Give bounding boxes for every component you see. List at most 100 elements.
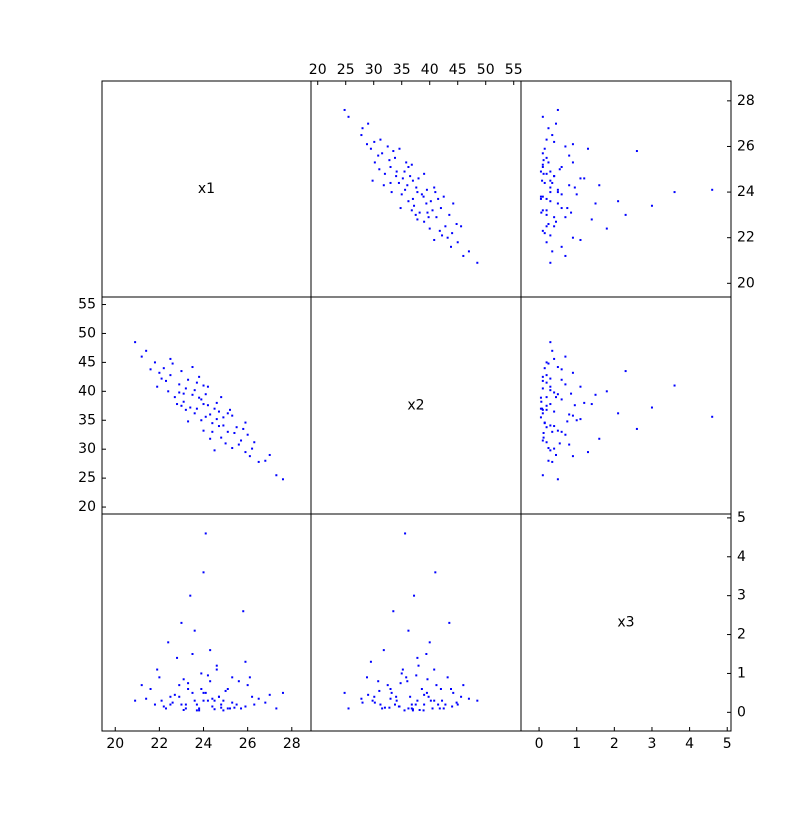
point bbox=[213, 449, 216, 452]
point bbox=[229, 408, 232, 411]
point bbox=[545, 361, 548, 364]
point bbox=[417, 177, 420, 180]
point bbox=[476, 699, 479, 702]
point bbox=[377, 154, 380, 157]
point bbox=[193, 629, 196, 632]
point bbox=[556, 191, 559, 194]
point bbox=[542, 436, 545, 439]
x-tick-label: 50 bbox=[477, 62, 495, 78]
point bbox=[411, 179, 414, 182]
point bbox=[549, 424, 552, 427]
point bbox=[564, 433, 567, 436]
point bbox=[551, 349, 554, 352]
point bbox=[455, 223, 458, 226]
point bbox=[448, 213, 451, 216]
point bbox=[448, 621, 451, 624]
point bbox=[573, 186, 576, 189]
point bbox=[226, 412, 229, 415]
point bbox=[215, 668, 218, 671]
x-tick-label: 28 bbox=[283, 736, 301, 752]
point bbox=[553, 447, 556, 450]
point bbox=[551, 134, 554, 137]
point bbox=[624, 213, 627, 216]
point bbox=[564, 355, 567, 358]
point bbox=[444, 225, 447, 228]
point bbox=[237, 443, 240, 446]
point bbox=[204, 691, 207, 694]
point bbox=[253, 703, 256, 706]
point bbox=[545, 172, 548, 175]
point bbox=[553, 140, 556, 143]
point bbox=[140, 684, 143, 687]
point bbox=[410, 707, 413, 710]
point bbox=[541, 209, 544, 212]
point bbox=[246, 684, 249, 687]
point bbox=[361, 127, 364, 130]
point bbox=[275, 707, 278, 710]
point bbox=[545, 404, 548, 407]
point bbox=[195, 709, 198, 712]
point bbox=[420, 193, 423, 196]
x-tick-label: 2 bbox=[610, 736, 619, 752]
point bbox=[189, 406, 192, 409]
point bbox=[244, 451, 247, 454]
point bbox=[549, 449, 552, 452]
point bbox=[158, 676, 161, 679]
point bbox=[167, 390, 170, 393]
point bbox=[198, 375, 201, 378]
x-tick-label: 35 bbox=[393, 62, 411, 78]
point bbox=[650, 406, 653, 409]
point bbox=[570, 392, 573, 395]
point bbox=[251, 695, 254, 698]
point bbox=[551, 250, 554, 253]
point bbox=[378, 168, 381, 171]
point bbox=[543, 421, 546, 424]
point bbox=[416, 191, 419, 194]
point bbox=[162, 705, 165, 708]
point bbox=[145, 697, 148, 700]
point bbox=[570, 211, 573, 214]
point bbox=[545, 209, 548, 212]
point bbox=[594, 393, 597, 396]
point bbox=[579, 418, 582, 421]
point bbox=[392, 610, 395, 613]
point bbox=[451, 232, 454, 235]
point bbox=[217, 410, 220, 413]
point bbox=[444, 703, 447, 706]
point bbox=[423, 220, 426, 223]
x-tick-label: 55 bbox=[505, 62, 523, 78]
point bbox=[635, 150, 638, 153]
point bbox=[543, 367, 546, 370]
point bbox=[673, 384, 676, 387]
point bbox=[545, 197, 548, 200]
point bbox=[253, 441, 256, 444]
point bbox=[251, 447, 254, 450]
point bbox=[191, 691, 194, 694]
point bbox=[551, 460, 554, 463]
point bbox=[422, 709, 425, 712]
point bbox=[409, 175, 412, 178]
point bbox=[206, 385, 209, 388]
point bbox=[446, 676, 449, 679]
point bbox=[425, 653, 428, 655]
point bbox=[182, 400, 185, 403]
point bbox=[594, 202, 597, 205]
point bbox=[426, 211, 429, 214]
point bbox=[711, 415, 714, 418]
point bbox=[226, 430, 229, 433]
point bbox=[371, 179, 374, 182]
point bbox=[392, 150, 395, 153]
point bbox=[231, 414, 234, 417]
point bbox=[281, 691, 284, 694]
point bbox=[541, 195, 544, 198]
point bbox=[579, 238, 582, 241]
point bbox=[560, 378, 563, 381]
point bbox=[407, 707, 410, 710]
y-tick-label: 4 bbox=[737, 549, 746, 565]
point bbox=[545, 138, 548, 141]
point bbox=[435, 216, 438, 219]
point bbox=[410, 703, 413, 706]
point bbox=[386, 684, 389, 687]
point bbox=[204, 532, 207, 535]
point bbox=[541, 115, 544, 118]
